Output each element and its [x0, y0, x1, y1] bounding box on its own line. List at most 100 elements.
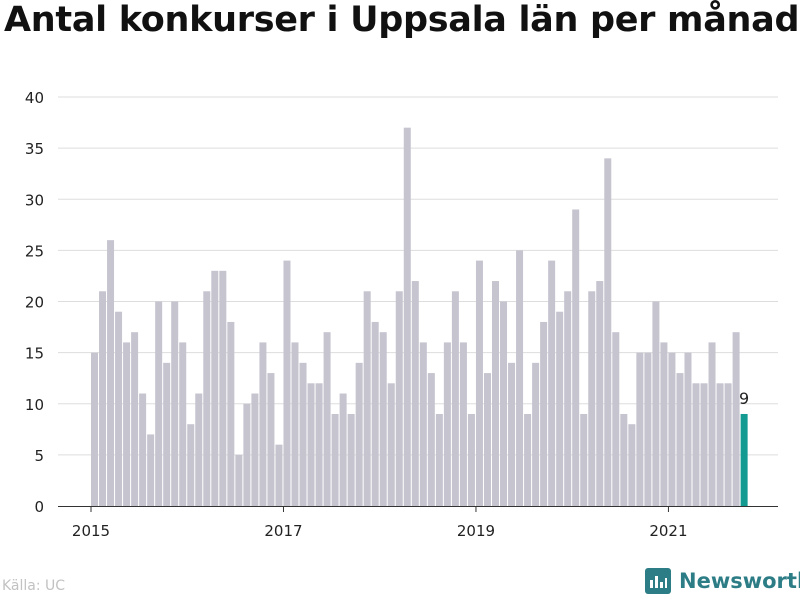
bar	[323, 332, 331, 506]
bar	[676, 373, 684, 506]
bar	[588, 291, 596, 506]
bar	[395, 291, 403, 506]
bar	[668, 352, 676, 506]
bar	[363, 291, 371, 506]
bar	[331, 413, 339, 506]
bar	[155, 301, 163, 506]
y-tick-label: 40	[25, 89, 44, 107]
y-tick-label: 25	[25, 242, 44, 260]
bar	[275, 444, 283, 506]
bar	[459, 342, 467, 506]
bar	[427, 373, 435, 506]
bar	[163, 362, 171, 506]
bar	[203, 291, 211, 506]
bar	[347, 413, 355, 506]
bar	[708, 342, 716, 506]
bar	[179, 342, 187, 506]
bar	[724, 383, 732, 506]
bar	[379, 332, 387, 506]
bar	[596, 281, 604, 506]
y-tick-label: 5	[34, 447, 44, 465]
bar	[508, 362, 516, 506]
bar	[451, 291, 459, 506]
y-tick-label: 35	[25, 140, 44, 158]
bar	[227, 321, 235, 506]
bar	[147, 434, 155, 506]
bar	[572, 209, 580, 506]
newsworthy-logo-icon	[645, 568, 671, 594]
bar	[307, 383, 315, 506]
bar	[355, 362, 363, 506]
bar	[411, 281, 419, 506]
bar	[740, 413, 748, 506]
bar	[492, 281, 499, 506]
bar	[684, 352, 692, 506]
bar	[692, 383, 700, 506]
brand-name: Newsworthy	[679, 569, 800, 593]
bar	[483, 373, 491, 506]
bar	[339, 393, 347, 506]
bar	[299, 362, 307, 506]
y-tick-label: 15	[25, 345, 44, 363]
bar	[540, 321, 548, 506]
bar	[435, 413, 443, 506]
bar	[99, 291, 107, 506]
bar	[532, 362, 540, 506]
bar	[283, 260, 291, 506]
bar	[516, 250, 524, 506]
bar	[556, 311, 564, 506]
bar	[315, 383, 323, 506]
bar	[291, 342, 299, 506]
bar	[604, 158, 612, 506]
last-value-label: 9	[739, 389, 749, 408]
bar	[139, 393, 147, 506]
bar	[443, 342, 451, 506]
bar	[91, 352, 98, 506]
bar	[700, 383, 708, 506]
bar	[243, 403, 251, 506]
bar	[524, 413, 532, 506]
bar	[403, 127, 411, 507]
bar	[636, 352, 644, 506]
bar	[251, 393, 259, 506]
bar	[195, 393, 203, 506]
bar	[564, 291, 572, 506]
bar	[612, 332, 620, 506]
bars	[91, 127, 748, 507]
y-tick-label: 30	[25, 191, 44, 209]
bar	[644, 352, 652, 506]
x-tick-label: 2015	[72, 522, 110, 540]
y-tick-label: 10	[25, 396, 44, 414]
y-axis-labels: 0 5 10 15 20 25 30 35 40	[25, 89, 44, 516]
bar	[628, 424, 636, 506]
x-axis: 2015 2017 2019 2021	[58, 506, 778, 540]
bar	[716, 383, 724, 506]
bar	[620, 413, 628, 506]
bar	[371, 321, 379, 506]
bar	[732, 332, 740, 506]
x-tick-label: 2019	[457, 522, 495, 540]
chart-title: Antal konkurser i Uppsala län per månad	[4, 0, 800, 40]
bar	[131, 332, 139, 506]
bar	[267, 373, 275, 506]
bar	[652, 301, 660, 506]
y-tick-label: 0	[34, 498, 44, 516]
bar	[500, 301, 508, 506]
bar	[548, 260, 556, 506]
bar	[211, 270, 219, 506]
bar	[235, 454, 243, 506]
bar	[660, 342, 668, 506]
bar	[467, 413, 475, 506]
bar	[475, 260, 483, 506]
newsworthy-brand: Newsworthy	[645, 568, 800, 594]
bar	[387, 383, 395, 506]
x-tick-label: 2017	[264, 522, 302, 540]
y-tick-label: 20	[25, 294, 44, 312]
bar	[219, 270, 227, 506]
bar	[580, 413, 588, 506]
source-note: Källa: UC	[2, 578, 66, 594]
bar	[419, 342, 427, 506]
bar	[123, 342, 131, 506]
annotations: 9	[739, 389, 749, 408]
